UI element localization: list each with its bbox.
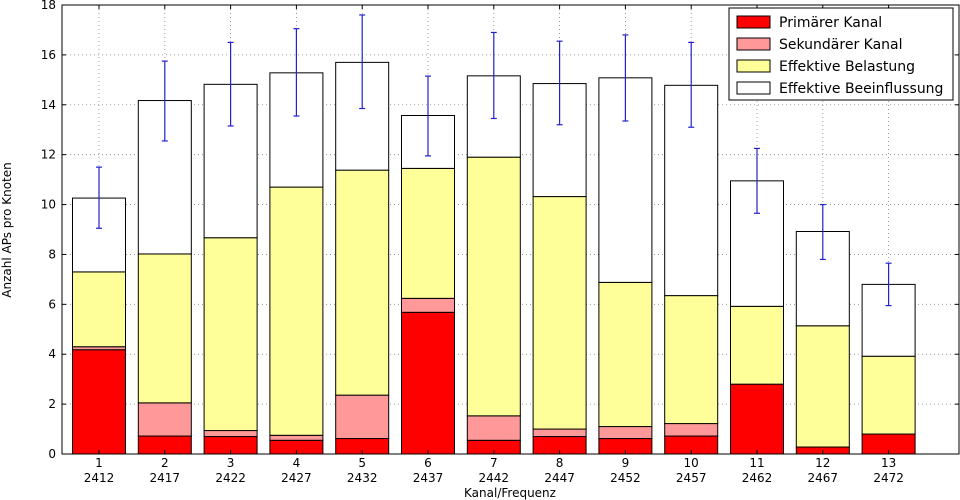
bar-segment-2	[664, 423, 719, 437]
x-tick-label-channel: 9	[622, 456, 630, 470]
y-tick-label: 0	[48, 447, 56, 461]
x-tick-label-frequency: 2472	[873, 471, 904, 485]
bar-segment-3	[466, 156, 521, 417]
bar-segment-3	[795, 325, 850, 448]
x-tick-label-frequency: 2457	[676, 471, 707, 485]
x-tick-label-channel: 3	[227, 456, 235, 470]
x-tick-label-channel: 10	[684, 456, 699, 470]
bar-segment-3	[137, 253, 192, 404]
x-tick-label-channel: 6	[424, 456, 432, 470]
x-tick-label-channel: 7	[490, 456, 498, 470]
y-tick-label: 12	[41, 148, 56, 162]
bar-segment-2	[203, 430, 258, 438]
x-tick-label-frequency: 2432	[347, 471, 378, 485]
x-tick-label-channel: 8	[556, 456, 564, 470]
y-tick-label: 8	[48, 247, 56, 261]
error-bars	[96, 14, 892, 307]
bar-segment-2	[598, 426, 653, 440]
y-tick-label: 14	[41, 98, 56, 112]
legend-swatch	[736, 59, 771, 73]
bar-segment-1	[72, 349, 126, 455]
x-tick-label-frequency: 2412	[84, 471, 115, 485]
x-tick-label-channel: 5	[358, 456, 366, 470]
bar-segment-3	[203, 237, 258, 432]
x-tick-label-frequency: 2447	[544, 471, 575, 485]
bar-segment-3	[269, 186, 324, 436]
y-tick-label: 2	[48, 397, 56, 411]
plot-frame	[61, 4, 960, 455]
legend-swatch	[736, 15, 771, 29]
bars	[72, 61, 916, 455]
bar-segment-2	[137, 402, 192, 437]
bar-segment-2	[532, 428, 587, 438]
x-axis-title: Kanal/Frequenz	[464, 486, 556, 500]
x-tick-label-frequency: 2437	[413, 471, 444, 485]
x-tick-label-channel: 11	[749, 456, 764, 470]
y-tick-label: 10	[41, 198, 56, 212]
bar-segment-2	[466, 415, 521, 441]
bar-segment-3	[730, 305, 784, 385]
y-tick-labels: 0 2 4 6 8 10 12 14 16 18	[41, 0, 56, 461]
bar-segment-3	[72, 271, 126, 348]
legend-label: Effektive Belastung	[779, 59, 915, 75]
x-tick-label-frequency: 2462	[742, 471, 773, 485]
x-tick-label-channel: 12	[815, 456, 830, 470]
bar-segment-1	[730, 383, 784, 455]
x-tick-label-frequency: 2467	[808, 471, 839, 485]
x-tick-label-channel: 2	[161, 456, 169, 470]
x-tick-label-frequency: 2422	[215, 471, 246, 485]
y-axis-title: Anzahl APs pro Knoten	[0, 162, 14, 297]
bar-segment-2	[269, 434, 324, 441]
bar-segment-3	[598, 281, 653, 428]
bar-segment-2	[401, 297, 455, 313]
legend: Primärer Kanal Sekundärer Kanal Effektive …	[728, 7, 954, 101]
y-tick-label: 18	[41, 0, 56, 12]
y-tick-label: 16	[41, 48, 56, 62]
x-tick-label-frequency: 2427	[281, 471, 312, 485]
x-tick-label-frequency: 2442	[479, 471, 510, 485]
x-tick-label-frequency: 2417	[150, 471, 181, 485]
legend-swatch	[736, 81, 771, 95]
bar-segment-3	[335, 169, 390, 396]
x-tick-label-channel: 13	[881, 456, 896, 470]
x-tick-label-channel: 4	[293, 456, 301, 470]
legend-label: Effektive Beeinflussung	[779, 81, 943, 97]
bar-segment-3	[664, 295, 719, 425]
legend-swatch	[736, 37, 771, 51]
bar-segment-3	[861, 355, 916, 435]
x-tick-label-channel: 1	[95, 456, 103, 470]
bar-segment-3	[532, 196, 587, 430]
bar-segment-2	[335, 394, 390, 440]
y-tick-label: 6	[48, 297, 56, 311]
x-tick-label-frequency: 2452	[610, 471, 641, 485]
bar-segment-3	[401, 167, 455, 299]
bar-segment-1	[401, 311, 455, 455]
bar-segment-4	[137, 100, 192, 255]
legend-label: Primärer Kanal	[779, 15, 882, 31]
legend-label: Sekundärer Kanal	[779, 37, 903, 53]
y-tick-label: 4	[48, 347, 56, 361]
